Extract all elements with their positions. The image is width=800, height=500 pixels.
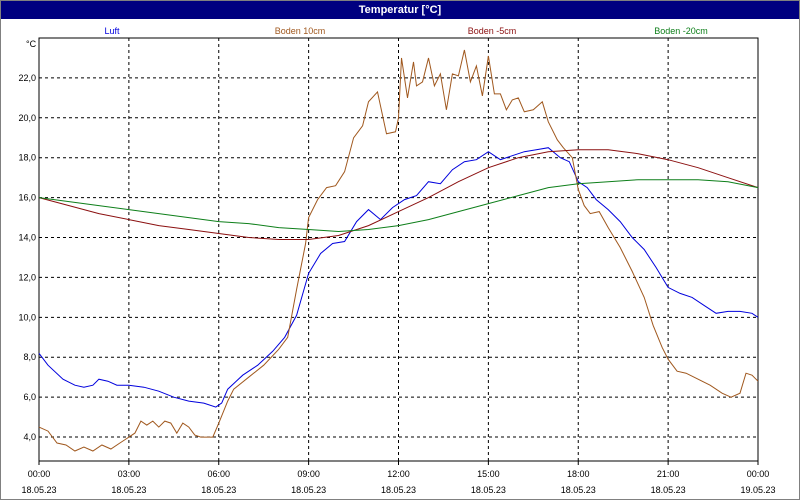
x-tick-time: 00:00	[28, 469, 51, 479]
x-tick-time: 00:00	[747, 469, 770, 479]
y-axis-unit: °C	[26, 39, 37, 49]
y-tick-label: 8,0	[23, 352, 36, 362]
x-tick-labels: 00:00 18.05.23 03:00 18.05.23 06:00 18.05.23 0…	[21, 469, 775, 495]
x-tick-date: 18.05.23	[561, 485, 596, 495]
legend-item: Boden 10cm	[275, 26, 326, 36]
x-tick-time: 18:00	[567, 469, 590, 479]
x-tick-date: 18.05.23	[651, 485, 686, 495]
x-tick-time: 03:00	[118, 469, 141, 479]
x-tick-time: 12:00	[387, 469, 410, 479]
series-line	[38, 149, 759, 240]
y-tick-labels: 4,0 6,0 8,0 10,0 12,0 14,0 16,0 18,0 20,0 22,0	[18, 73, 36, 442]
window-title: Temperatur [°C]	[1, 1, 799, 19]
series-line	[38, 49, 759, 452]
y-tick-label: 14,0	[18, 233, 36, 243]
series-lines	[38, 49, 759, 452]
plot-frame	[38, 37, 759, 462]
x-tick-time: 15:00	[477, 469, 500, 479]
series-line	[38, 147, 759, 408]
legend-item: Boden -20cm	[654, 26, 708, 36]
x-tick-time: 21:00	[657, 469, 680, 479]
grid-lines	[39, 38, 758, 461]
axes	[38, 37, 759, 465]
x-tick-date: 19.05.23	[740, 485, 775, 495]
x-tick-time: 09:00	[297, 469, 320, 479]
x-tick-time: 06:00	[207, 469, 230, 479]
x-tick-date: 18.05.23	[381, 485, 416, 495]
x-tick-date: 18.05.23	[201, 485, 236, 495]
y-tick-label: 20,0	[18, 113, 36, 123]
y-tick-label: 6,0	[23, 392, 36, 402]
legend: Luft Boden 10cm Boden -5cm Boden -20cm	[104, 26, 707, 36]
y-tick-label: 16,0	[18, 193, 36, 203]
y-tick-label: 22,0	[18, 73, 36, 83]
series-line	[38, 179, 759, 233]
x-tick-date: 18.05.23	[21, 485, 56, 495]
y-tick-label: 18,0	[18, 153, 36, 163]
y-tick-label: 4,0	[23, 432, 36, 442]
legend-item: Boden -5cm	[468, 26, 517, 36]
x-tick-date: 18.05.23	[471, 485, 506, 495]
legend-item: Luft	[104, 26, 120, 36]
x-tick-date: 18.05.23	[291, 485, 326, 495]
y-tick-label: 12,0	[18, 272, 36, 282]
x-tick-date: 18.05.23	[111, 485, 146, 495]
y-tick-label: 10,0	[18, 312, 36, 322]
